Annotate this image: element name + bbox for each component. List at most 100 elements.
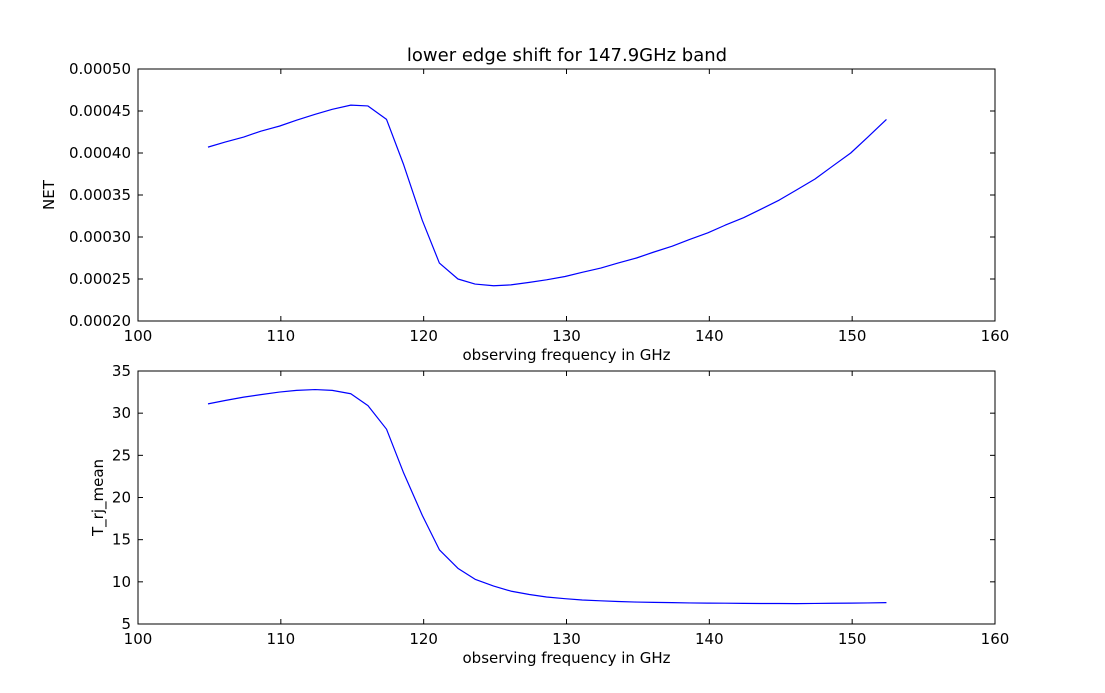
- net-data-point: [510, 284, 511, 285]
- trj-y-tick-label: 20: [112, 489, 131, 507]
- trj-data-point: [743, 603, 744, 604]
- net-y-tick-label: 0.00020: [69, 312, 131, 330]
- trj-data-point: [867, 602, 868, 603]
- trj-x-tick-label: 160: [981, 630, 1010, 648]
- trj-data-point: [474, 579, 475, 580]
- trj-panel: 100 110 120 130 140 150 160 5 10 15 20 25 30 35 observ…: [89, 362, 1009, 667]
- trj-data-point: [332, 390, 333, 391]
- trj-data-point: [207, 403, 208, 404]
- net-data-point: [796, 189, 797, 190]
- net-data-point: [422, 220, 423, 221]
- trj-data-point: [724, 603, 725, 604]
- net-data-point: [529, 282, 530, 283]
- net-data-point: [600, 267, 601, 268]
- trj-data-point: [403, 472, 404, 473]
- net-data-point: [350, 105, 351, 106]
- trj-data-point: [529, 594, 530, 595]
- trj-data-point: [367, 405, 368, 406]
- net-data-point: [672, 246, 673, 247]
- net-data-point: [617, 262, 618, 263]
- trj-data-point: [422, 515, 423, 516]
- net-data-point: [689, 239, 690, 240]
- trj-data-point: [582, 599, 583, 600]
- trj-data-point: [779, 603, 780, 604]
- trj-data-point: [564, 598, 565, 599]
- trj-y-tick-label: 25: [112, 446, 131, 464]
- trj-x-tick-label: 130: [552, 630, 581, 648]
- net-y-tick-label: 0.00045: [69, 102, 131, 120]
- trj-data-point: [886, 602, 887, 603]
- net-data-point: [832, 166, 833, 167]
- trj-x-tick-label: 140: [695, 630, 724, 648]
- net-series-line: [207, 104, 887, 287]
- trj-y-axis-label: T_rj_mean: [89, 459, 108, 537]
- net-data-point: [707, 232, 708, 233]
- trj-data-point: [457, 568, 458, 569]
- net-data-point: [243, 136, 244, 137]
- net-data-point: [814, 178, 815, 179]
- trj-data-point: [600, 600, 601, 601]
- trj-x-axis-label: observing frequency in GHz: [463, 649, 671, 667]
- net-panel: 100 110 120 130 140 150 160 0.00020 0.00025 0.000…: [40, 60, 1009, 364]
- net-x-tick-label: 130: [552, 327, 581, 345]
- trj-y-tick-label: 15: [112, 531, 131, 549]
- trj-data-point: [279, 391, 280, 392]
- trj-y-tick-label: 10: [112, 573, 131, 591]
- net-x-tick-label: 110: [267, 327, 296, 345]
- trj-data-point: [832, 603, 833, 604]
- net-data-point: [207, 147, 208, 148]
- net-data-point: [260, 131, 261, 132]
- trj-plot-area: [137, 370, 996, 625]
- trj-x-tick-label: 150: [838, 630, 867, 648]
- net-data-point: [403, 164, 404, 165]
- trj-x-tick-label: 100: [124, 630, 153, 648]
- net-data-point: [332, 109, 333, 110]
- trj-data-point: [796, 603, 797, 604]
- net-data-point: [850, 152, 851, 153]
- trj-data-point: [653, 602, 654, 603]
- net-data-point: [367, 105, 368, 106]
- net-x-tick-label: 120: [409, 327, 438, 345]
- net-x-tick-label: 100: [124, 327, 153, 345]
- trj-series-line: [207, 388, 887, 605]
- net-data-point: [582, 272, 583, 273]
- trj-data-point: [510, 591, 511, 592]
- trj-data-point: [707, 602, 708, 603]
- net-x-axis-label: observing frequency in GHz: [463, 346, 671, 364]
- net-data-point: [743, 217, 744, 218]
- net-y-axis-label: NET: [40, 179, 58, 210]
- trj-data-point: [617, 601, 618, 602]
- trj-data-point: [672, 602, 673, 603]
- trj-data-point: [546, 596, 547, 597]
- trj-data-point: [260, 394, 261, 395]
- net-y-tick-label: 0.00035: [69, 186, 131, 204]
- trj-data-point: [315, 389, 316, 390]
- trj-x-tick-label: 120: [409, 630, 438, 648]
- net-y-tick-label: 0.00030: [69, 228, 131, 246]
- net-plot-area: [137, 68, 996, 322]
- trj-data-point: [814, 603, 815, 604]
- trj-data-point: [493, 585, 494, 586]
- trj-y-tick-label: 35: [112, 362, 131, 380]
- net-data-point: [315, 114, 316, 115]
- trj-data-point: [689, 602, 690, 603]
- trj-data-point: [439, 549, 440, 550]
- trj-data-point: [296, 390, 297, 391]
- net-y-tick-label: 0.00050: [69, 60, 131, 78]
- net-data-point: [279, 126, 280, 127]
- net-data-point: [724, 225, 725, 226]
- net-data-point: [760, 209, 761, 210]
- trj-data-point: [243, 397, 244, 398]
- net-data-point: [564, 276, 565, 277]
- net-data-point: [867, 136, 868, 137]
- trj-data-point: [225, 400, 226, 401]
- trj-data-point: [850, 602, 851, 603]
- net-data-point: [546, 279, 547, 280]
- trj-data-point: [386, 429, 387, 430]
- net-data-point: [636, 257, 637, 258]
- trj-y-tick-label: 30: [112, 404, 131, 422]
- net-data-point: [653, 252, 654, 253]
- net-data-point: [439, 262, 440, 263]
- chart-title: lower edge shift for 147.9GHz band: [407, 45, 727, 66]
- net-data-point: [457, 278, 458, 279]
